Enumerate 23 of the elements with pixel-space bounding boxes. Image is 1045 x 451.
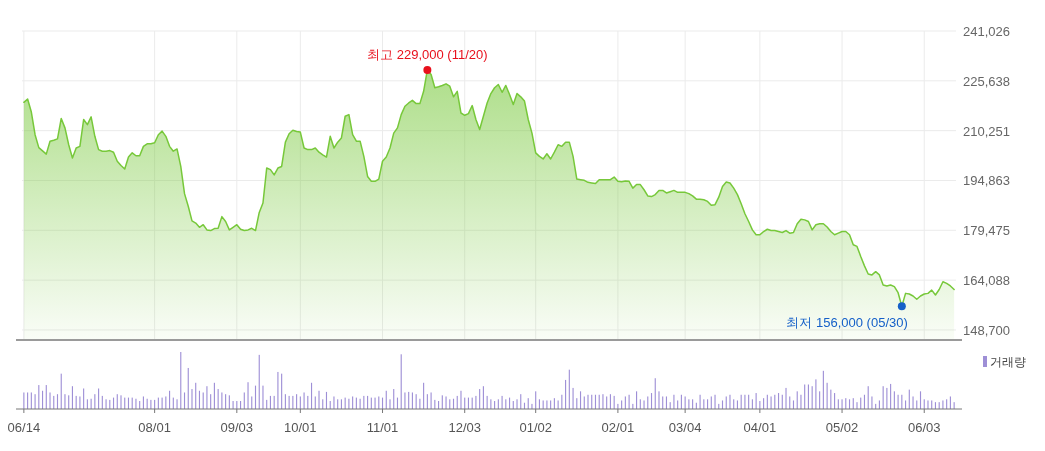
x-tick-label: 03/04 (668, 420, 702, 435)
y-tick-label: 164,088 (963, 273, 1010, 289)
y-tick-label: 194,863 (963, 173, 1010, 189)
y-tick-label: 225,638 (963, 73, 1010, 89)
y-tick-label: 241,026 (963, 24, 1010, 39)
x-tick-label: 06/14 (7, 420, 41, 435)
x-tick-label: 10/01 (284, 420, 317, 435)
legend: 거래량 (983, 355, 1026, 369)
x-tick-label: 02/01 (601, 420, 635, 435)
y-tick-label: 148,700 (963, 322, 1010, 338)
legend-label: 거래량 (990, 355, 1026, 369)
x-tick-label: 04/01 (743, 420, 777, 435)
x-tick-label: 12/03 (448, 420, 481, 435)
annotation: 최고 229,000 (11/20) (367, 46, 488, 62)
annotation: 최저 156,000 (05/30) (786, 315, 908, 331)
x-tick-label: 11/01 (366, 420, 399, 435)
x-tick-label: 01/02 (519, 420, 552, 435)
x-tick-label: 09/03 (220, 420, 254, 435)
y-tick-label: 179,475 (963, 223, 1010, 239)
x-tick-label: 06/03 (907, 420, 941, 435)
x-tick-label: 08/01 (138, 420, 171, 435)
x-tick-label: 05/02 (825, 420, 859, 435)
y-tick-label: 210,251 (963, 123, 1010, 139)
